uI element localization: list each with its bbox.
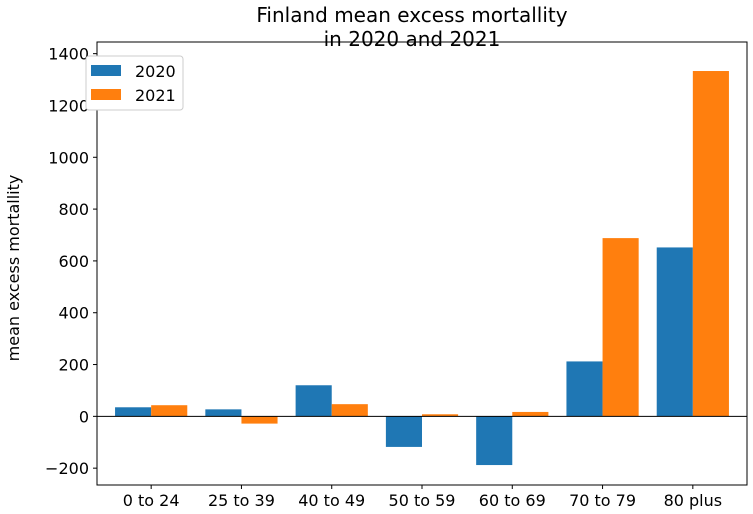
bar-2021-80-plus: [692, 71, 729, 417]
legend-swatch-2021: [91, 89, 121, 100]
bar-2020-50-to-59: [385, 416, 422, 447]
bar-2020-70-to-79: [566, 361, 603, 417]
y-tick-label: 400: [58, 304, 89, 323]
y-axis: −200 0 200 400 600 800 1000 1200 1400: [45, 45, 97, 478]
x-tick-label: 0 to 24: [123, 491, 180, 510]
bar-2021-70-to-79: [602, 238, 639, 417]
legend-label-2020: 2020: [135, 62, 176, 81]
bar-2020-80-plus: [656, 247, 693, 417]
x-tick-label: 80 plus: [664, 491, 723, 510]
bar-2021-50-to-59: [422, 414, 459, 417]
x-tick-label: 25 to 39: [208, 491, 275, 510]
y-tick-label: 800: [58, 200, 89, 219]
x-tick-label: 70 to 79: [569, 491, 636, 510]
x-axis: 0 to 24 25 to 39 40 to 49 50 to 59 60 to 69 7…: [123, 485, 722, 510]
bar-2020-60-to-69: [476, 416, 513, 466]
y-axis-label: mean excess mortallity: [4, 175, 23, 362]
bar-2021-0-to-24: [151, 405, 188, 417]
legend: 2020 2021: [85, 55, 184, 111]
x-tick-label: 40 to 49: [298, 491, 365, 510]
bar-2020-25-to-39: [205, 409, 242, 417]
bar-2021-60-to-69: [512, 411, 549, 417]
y-tick-label: 600: [58, 252, 89, 271]
chart-title-line-1: Finland mean excess mortallity: [256, 3, 567, 27]
bar-2020-40-to-49: [295, 385, 332, 417]
bars-group: [115, 71, 729, 466]
y-tick-label: 200: [58, 356, 89, 375]
y-tick-label: 1400: [48, 45, 89, 64]
y-tick-label: 1000: [48, 148, 89, 167]
y-tick-label: 0: [79, 407, 89, 426]
bar-2021-25-to-39: [241, 416, 278, 424]
x-tick-label: 60 to 69: [479, 491, 546, 510]
bar-2021-40-to-49: [331, 404, 368, 417]
y-tick-label: −200: [45, 459, 89, 478]
legend-swatch-2020: [91, 65, 121, 76]
bar-2020-0-to-24: [115, 407, 152, 417]
x-tick-label: 50 to 59: [389, 491, 456, 510]
chart-title-line-2: in 2020 and 2021: [324, 27, 501, 51]
legend-label-2021: 2021: [135, 86, 176, 105]
y-tick-label: 1200: [48, 96, 89, 115]
